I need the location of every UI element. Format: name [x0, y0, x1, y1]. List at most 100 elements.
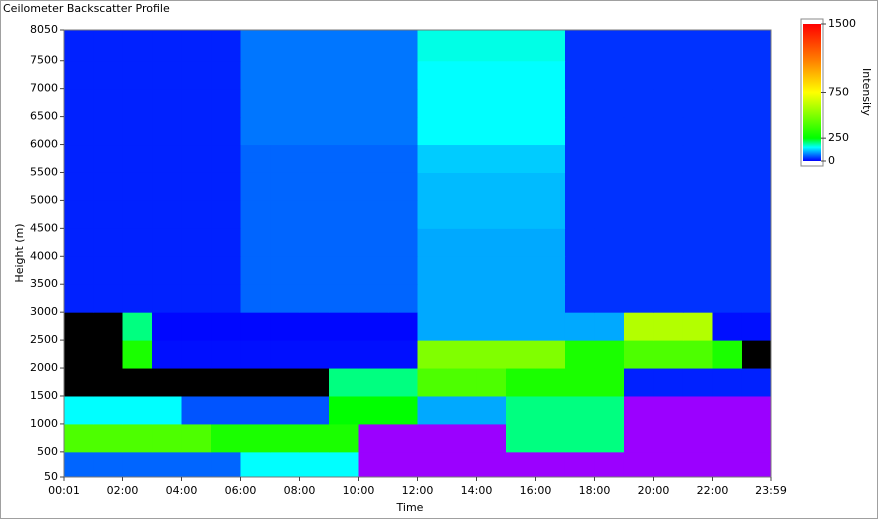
heatmap-cell	[152, 340, 183, 369]
heatmap-cell	[388, 368, 418, 397]
heatmap-cell	[299, 451, 330, 478]
heatmap-cell	[653, 30, 684, 62]
heatmap-cell	[240, 340, 271, 369]
heatmap-cell	[299, 423, 330, 453]
heatmap-cell	[594, 172, 625, 201]
heatmap-cell	[535, 144, 566, 173]
heatmap-cell	[564, 200, 595, 229]
heatmap-cell	[535, 368, 566, 397]
heatmap-cell	[446, 284, 477, 313]
heatmap-cell	[181, 30, 212, 62]
heatmap-cell	[712, 340, 743, 369]
heatmap-cell	[329, 30, 360, 62]
heatmap-cell	[682, 88, 713, 118]
heatmap-cell	[446, 368, 477, 397]
heatmap-cell	[741, 451, 772, 478]
heatmap-cell	[446, 144, 477, 173]
heatmap-cell	[741, 256, 772, 285]
y-tick-label: 500	[37, 445, 58, 458]
heatmap-cell	[270, 144, 301, 173]
heatmap-cell	[358, 116, 389, 146]
heatmap-cell	[388, 144, 418, 173]
heatmap-cell	[64, 451, 94, 478]
heatmap-cell	[152, 256, 183, 285]
heatmap-cell	[64, 172, 94, 201]
heatmap-cell	[505, 312, 536, 341]
heatmap-cell	[122, 60, 153, 90]
x-tick-label: 18:00	[579, 484, 611, 497]
heatmap-cell	[64, 256, 94, 285]
heatmap-cell	[181, 200, 212, 229]
x-tick-label: 14:00	[461, 484, 493, 497]
heatmap-cell	[299, 60, 330, 90]
heatmap-cell	[211, 60, 242, 90]
y-tick-label: 6500	[30, 110, 58, 123]
heatmap-cell	[358, 172, 389, 201]
heatmap-cell	[122, 200, 153, 229]
heatmap-cell	[505, 340, 536, 369]
heatmap-cell	[93, 423, 124, 453]
heatmap-cell	[152, 451, 183, 478]
heatmap-cell	[623, 451, 654, 478]
heatmap-cell	[329, 368, 360, 397]
heatmap-cell	[122, 30, 153, 62]
heatmap-cell	[446, 60, 477, 90]
heatmap-cell	[417, 284, 448, 313]
heatmap-cell	[181, 312, 212, 341]
colorbar-tick-label: 750	[828, 86, 849, 99]
heatmap-cell	[388, 256, 418, 285]
heatmap-cell	[299, 228, 330, 257]
heatmap-cell	[270, 256, 301, 285]
heatmap-cell	[653, 451, 684, 478]
heatmap-cell	[564, 172, 595, 201]
heatmap-cell	[623, 228, 654, 257]
heatmap-cell	[623, 368, 654, 397]
heatmap-cell	[446, 30, 477, 62]
heatmap-cell	[564, 395, 595, 425]
y-tick-label: 3000	[30, 305, 58, 318]
heatmap-cell	[623, 116, 654, 146]
heatmap-cell	[505, 144, 536, 173]
heatmap-cell	[329, 451, 360, 478]
heatmap-cell	[211, 228, 242, 257]
heatmap-cell	[594, 340, 625, 369]
heatmap-cell	[299, 144, 330, 173]
heatmap-cell	[535, 423, 566, 453]
heatmap-cell	[93, 312, 124, 341]
heatmap-cell	[417, 340, 448, 369]
heatmap-cell	[270, 368, 301, 397]
heatmap-cell	[211, 284, 242, 313]
y-tick-label: 6000	[30, 138, 58, 151]
heatmap-cell	[653, 60, 684, 90]
heatmap-cell	[535, 340, 566, 369]
heatmap-cell	[122, 256, 153, 285]
heatmap-cell	[741, 368, 772, 397]
heatmap-cell	[211, 340, 242, 369]
heatmap-cell	[122, 172, 153, 201]
heatmap-cell	[476, 116, 507, 146]
x-tick-label: 04:00	[166, 484, 198, 497]
heatmap-cell	[122, 312, 153, 341]
heatmap-cell	[741, 88, 772, 118]
heatmap-cell	[93, 88, 124, 118]
heatmap-cell	[122, 340, 153, 369]
heatmap-cell	[181, 88, 212, 118]
heatmap-cell	[682, 423, 713, 453]
heatmap-cell	[535, 30, 566, 62]
heatmap-cell	[358, 312, 389, 341]
heatmap-cell	[240, 451, 271, 478]
heatmap-cell	[270, 172, 301, 201]
heatmap-cell	[653, 144, 684, 173]
y-tick-label: 4000	[30, 249, 58, 262]
heatmap-cell	[152, 144, 183, 173]
heatmap-cell	[64, 88, 94, 118]
heatmap-cell	[682, 144, 713, 173]
heatmap-cell	[564, 144, 595, 173]
x-tick-label: 16:00	[520, 484, 552, 497]
heatmap-cell	[152, 60, 183, 90]
heatmap-cell	[505, 368, 536, 397]
x-tick-label: 20:00	[638, 484, 670, 497]
heatmap-cell	[446, 451, 477, 478]
heatmap-cell	[505, 172, 536, 201]
heatmap-cell	[623, 312, 654, 341]
